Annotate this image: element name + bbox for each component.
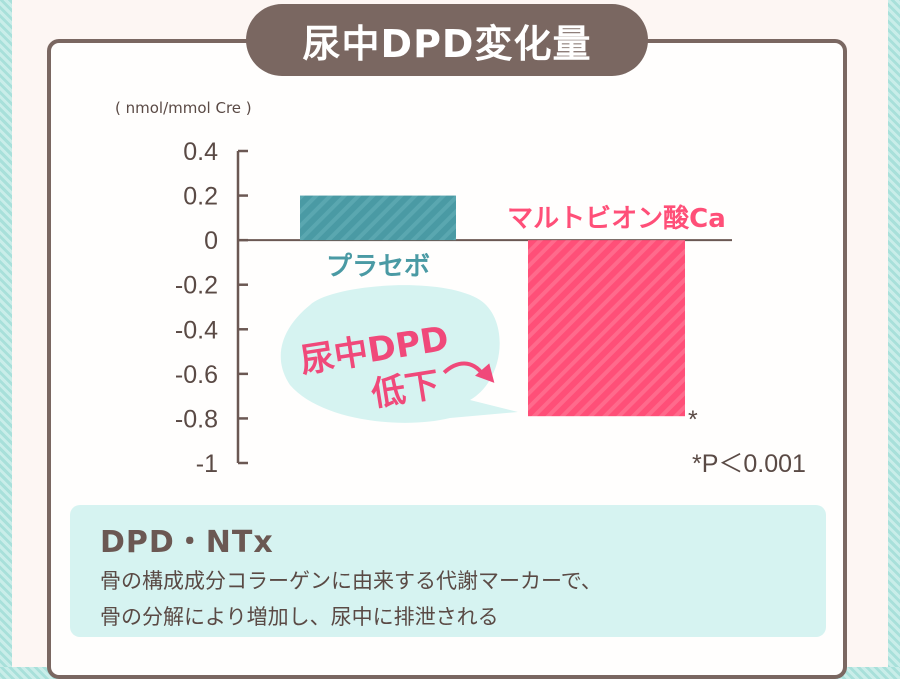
category-label-maltobionate: マルトビオン酸Ca [507, 204, 726, 234]
significance-note: *P＜0.001 [692, 450, 806, 478]
significance-mark: * [688, 406, 698, 434]
y-tick-label: 0 [204, 227, 218, 255]
y-tick-label: 0.2 [183, 183, 218, 211]
y-axis-label: ( nmol/mmol Cre ) [115, 99, 252, 117]
y-tick-label: -0.2 [175, 272, 218, 300]
callout-bubble: 尿中DPD 低下 [280, 285, 518, 423]
arrowhead-icon [475, 363, 495, 383]
y-tick-label: 0.4 [183, 138, 218, 166]
info-title: DPD・NTx [100, 525, 274, 560]
y-tick-label: -0.6 [175, 361, 218, 389]
y-axis: 0.4 0.2 0 -0.2 -0.4 -0.6 -0.8 -1 [175, 138, 732, 478]
category-label-placebo: プラセボ [326, 252, 430, 282]
info-line-1: 骨の構成成分コラーゲンに由来する代謝マーカーで、 [100, 569, 602, 593]
info-box: DPD・NTx 骨の構成成分コラーゲンに由来する代謝マーカーで、 骨の分解により… [70, 505, 826, 637]
info-line-2: 骨の分解により増加し、尿中に排泄される [100, 605, 499, 629]
y-tick-label: -1 [196, 450, 218, 478]
bars: プラセボ マルトビオン酸Ca * *P＜0.001 [300, 195, 806, 478]
callout-shape [280, 285, 518, 423]
bar-maltobionate [528, 240, 685, 417]
y-tick-label: -0.4 [175, 316, 218, 344]
chart-title: 尿中DPD変化量 [246, 4, 648, 76]
y-tick-label: -0.8 [175, 405, 218, 433]
bar-placebo [300, 195, 456, 241]
